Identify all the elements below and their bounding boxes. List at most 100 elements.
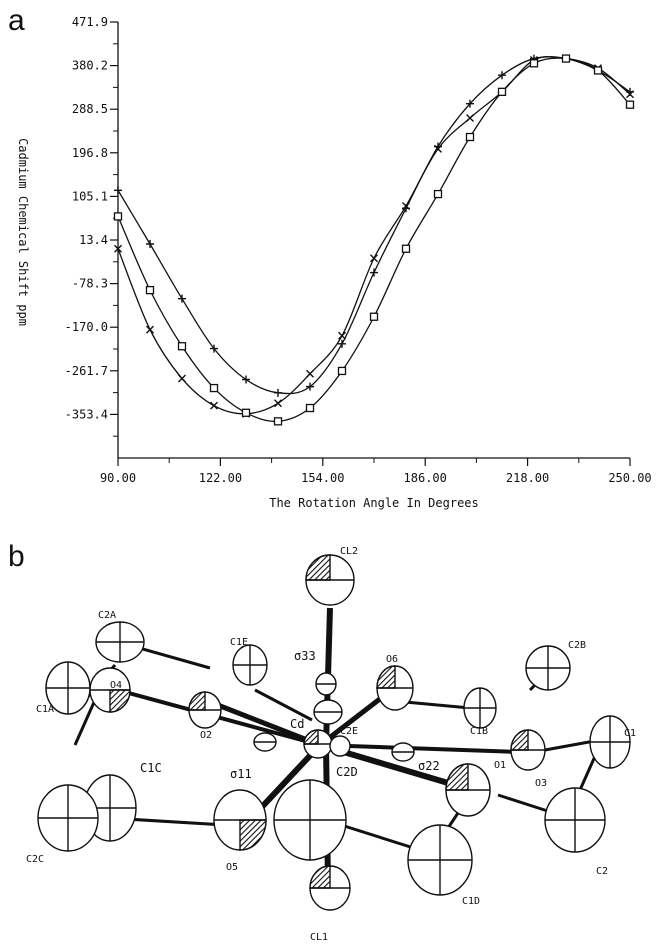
point-plus xyxy=(178,294,186,303)
atom-labels: CL2 C2A C1E O6 C2B σ33 Cd C2E C1B C1 C1A… xyxy=(26,546,636,943)
point-square xyxy=(465,132,475,142)
point-x xyxy=(370,254,378,263)
point-plus xyxy=(242,375,250,384)
x-tick-label: 250.00 xyxy=(608,471,651,485)
panel-label-a: a xyxy=(8,4,25,37)
label-c2d: C2D xyxy=(336,765,358,779)
atom-c2d xyxy=(273,779,347,861)
y-tick-label: 380.2 xyxy=(72,59,108,73)
atom-c2 xyxy=(544,787,606,853)
label-cd: Cd xyxy=(290,717,304,731)
point-x xyxy=(466,114,474,122)
point-square xyxy=(273,417,283,426)
point-plus xyxy=(114,186,122,195)
sigma-33-ellipsoid xyxy=(315,672,337,696)
atom-c2b xyxy=(525,645,571,691)
point-square xyxy=(625,100,635,109)
atom-c2e xyxy=(313,699,343,725)
y-tick-label: -261.7 xyxy=(65,364,108,378)
point-plus xyxy=(498,71,506,80)
label-c1c: C1C xyxy=(140,761,162,775)
point-square xyxy=(593,66,603,75)
series-line xyxy=(117,56,631,415)
label-c2e: C2E xyxy=(340,726,358,737)
label-c1b: C1B xyxy=(470,726,488,737)
point-square xyxy=(241,408,251,417)
point-x xyxy=(338,331,346,340)
label-o4: O4 xyxy=(110,680,122,691)
point-plus xyxy=(146,239,154,248)
atom-c2a xyxy=(95,621,145,663)
y-tick-label: -170.0 xyxy=(65,320,108,334)
label-o3: O3 xyxy=(535,778,547,789)
label-c1d: C1D xyxy=(462,896,480,907)
atom-c2c xyxy=(37,784,99,852)
y-tick-label: 288.5 xyxy=(72,102,108,116)
label-c1e: C1E xyxy=(230,637,248,648)
atom-o1 xyxy=(445,763,491,817)
point-plus xyxy=(338,339,346,348)
point-plus xyxy=(306,382,314,391)
label-o1: O1 xyxy=(494,760,506,771)
atom-cd xyxy=(303,729,333,759)
label-o6: O6 xyxy=(386,654,398,665)
atom-o2 xyxy=(188,691,222,729)
label-c2c: C2C xyxy=(26,854,44,865)
label-c2b: C2B xyxy=(568,640,586,651)
point-x xyxy=(434,144,442,153)
label-sigma-22: σ22 xyxy=(418,759,440,773)
atom-o3 xyxy=(510,729,546,771)
point-plus xyxy=(466,99,474,108)
point-square xyxy=(369,312,379,321)
sigma-22-ellipsoid xyxy=(391,742,415,762)
label-c2a: C2A xyxy=(98,610,116,621)
x-tick-label: 218.00 xyxy=(506,471,549,485)
x-tick-label: 90.00 xyxy=(100,471,136,485)
chemical-shift-chart: 471.9 380.2 288.5 196.8 105.1 13.4 -78.3 -170.0… xyxy=(16,15,652,510)
label-c1: C1 xyxy=(624,728,636,739)
atom-c1e xyxy=(232,644,268,686)
y-tick-label: 196.8 xyxy=(72,146,108,160)
point-square xyxy=(529,59,539,68)
y-tick-label: -78.3 xyxy=(72,277,108,291)
point-x xyxy=(626,90,634,99)
atom-c1 xyxy=(589,715,631,769)
point-x xyxy=(114,244,122,253)
label-o2: O2 xyxy=(200,730,212,741)
label-c2: C2 xyxy=(596,866,608,877)
atom-o6 xyxy=(376,665,414,711)
x-axis-title: The Rotation Angle In Degrees xyxy=(269,496,479,510)
point-square xyxy=(433,189,443,199)
point-x xyxy=(306,369,314,378)
point-x xyxy=(274,399,282,408)
point-x xyxy=(402,201,410,210)
chart-series xyxy=(113,54,635,426)
point-plus xyxy=(210,344,218,353)
x-tick-label: 122.00 xyxy=(199,471,242,485)
point-x xyxy=(178,374,186,383)
point-square xyxy=(209,383,219,393)
label-cl2: CL2 xyxy=(340,546,358,557)
label-o5: O5 xyxy=(226,862,238,873)
point-square xyxy=(145,285,155,295)
series-square xyxy=(113,54,635,426)
y-tick-label: 13.4 xyxy=(79,233,108,247)
panel-label-b: b xyxy=(8,540,25,573)
point-plus xyxy=(370,268,378,277)
chart-tick-labels: 471.9 380.2 288.5 196.8 105.1 13.4 -78.3 -170.0… xyxy=(65,15,652,485)
point-square xyxy=(497,87,507,96)
point-x xyxy=(210,401,218,410)
atom-c1a xyxy=(45,661,91,715)
label-c1a: C1A xyxy=(36,704,54,715)
y-tick-label: 471.9 xyxy=(72,15,108,29)
atom-o4 xyxy=(89,667,131,713)
y-tick-label: 105.1 xyxy=(72,189,108,203)
label-sigma-33: σ33 xyxy=(294,649,316,663)
atom-o5 xyxy=(213,789,267,851)
atom-cl2 xyxy=(305,554,355,606)
atoms xyxy=(37,554,631,911)
y-axis-title: Cadmium Chemical Shift ppm xyxy=(16,138,30,326)
atom-c1d xyxy=(407,824,473,896)
label-sigma-11: σ11 xyxy=(230,767,252,781)
point-square xyxy=(561,54,571,63)
